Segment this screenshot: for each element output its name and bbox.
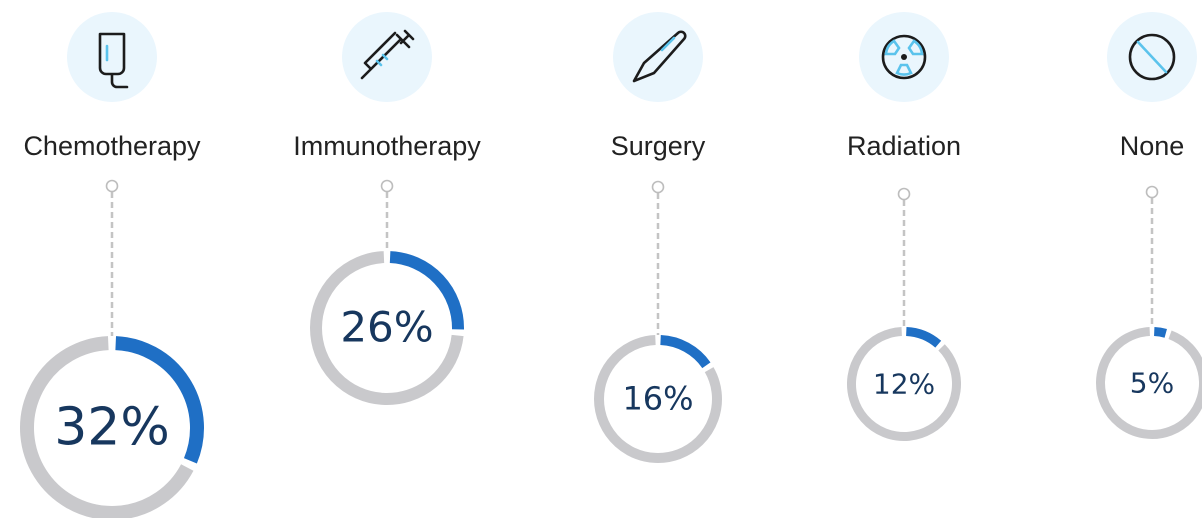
- value-label: 32%: [54, 398, 170, 458]
- icon-chemotherapy: [67, 12, 157, 102]
- value-label: 12%: [873, 367, 935, 400]
- icon-radiation: [859, 12, 949, 102]
- category-label: Radiation: [847, 131, 961, 161]
- gauge-track: [847, 327, 961, 441]
- value-label: 26%: [340, 303, 433, 352]
- gauge-value: [905, 327, 942, 348]
- marker: [897, 187, 911, 201]
- marker: [1145, 185, 1159, 199]
- icon-none: [1107, 12, 1197, 102]
- gauge-value: [115, 336, 204, 464]
- marker: [651, 180, 665, 194]
- category-label: Surgery: [611, 131, 706, 161]
- marker: [380, 179, 394, 193]
- value-label: 5%: [1130, 366, 1174, 399]
- icon-immunotherapy: [342, 12, 432, 102]
- category-label: Immunotherapy: [293, 131, 481, 161]
- gauge-track: [310, 251, 464, 405]
- gauge-value: [660, 335, 711, 369]
- gauge-track: [1096, 327, 1202, 439]
- gauge-track: [594, 335, 722, 463]
- value-label: 16%: [622, 380, 693, 418]
- gauge-value: [1153, 327, 1167, 338]
- icons: [67, 12, 1197, 102]
- category-label: Chemotherapy: [23, 131, 201, 161]
- category-label: None: [1120, 131, 1185, 161]
- icon-surgery: [613, 12, 703, 102]
- gauge-track: [20, 336, 194, 518]
- marker: [105, 179, 119, 193]
- gauge-value: [389, 251, 464, 330]
